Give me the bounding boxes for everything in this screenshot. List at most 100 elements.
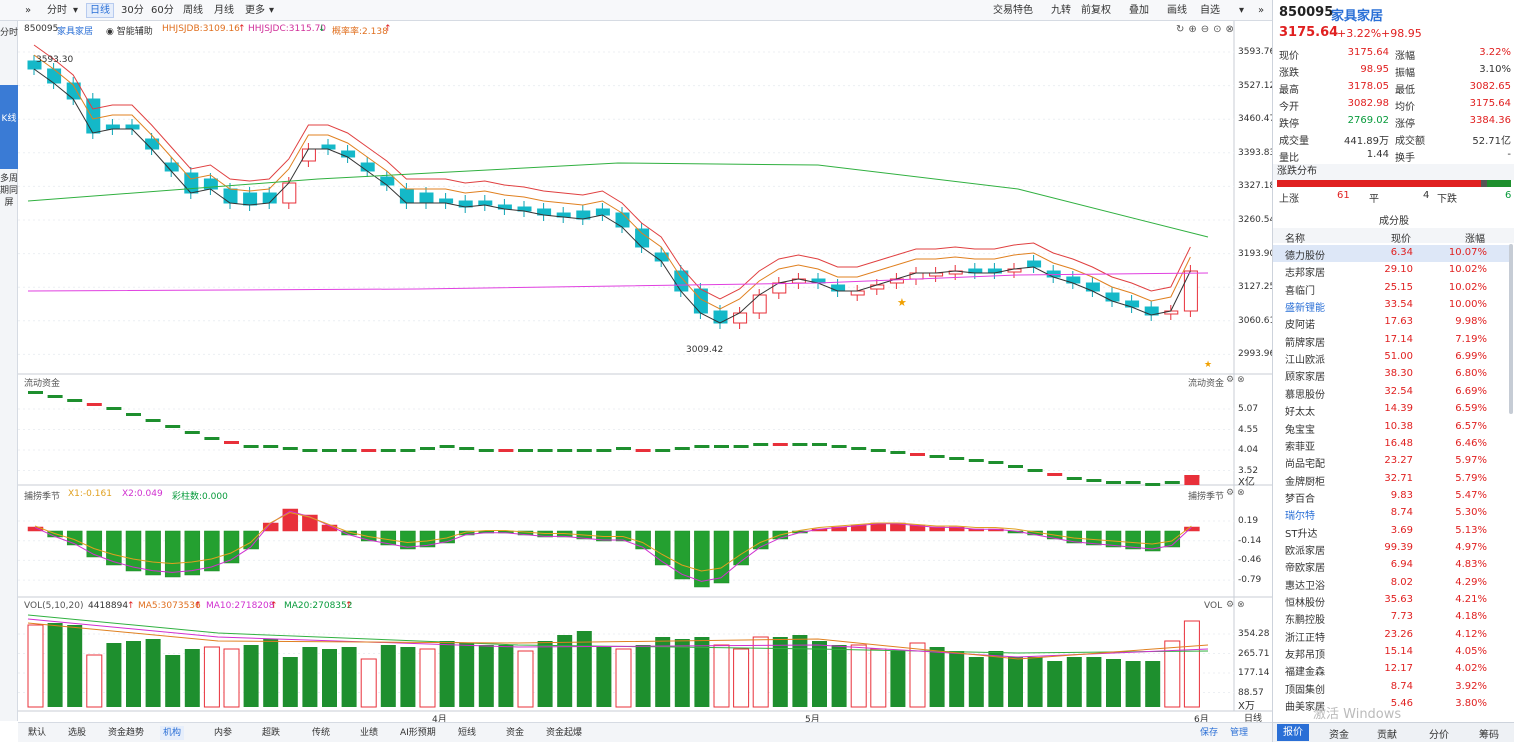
- btn-adjust[interactable]: 前复权: [1081, 5, 1111, 16]
- stock-row[interactable]: 江山欧派 51.00 6.99%: [1273, 349, 1509, 366]
- stock-name[interactable]: 盛新锂能: [1285, 303, 1325, 315]
- flow-settings-icons[interactable]: ⚙⊗: [1226, 375, 1248, 385]
- view-timeshare[interactable]: 分时: [0, 28, 19, 38]
- btn-draw[interactable]: 画线: [1167, 5, 1187, 16]
- col-name[interactable]: 名称: [1285, 234, 1305, 245]
- chart-controls-icons[interactable]: ↻⊕⊖⊙⊗: [1176, 24, 1238, 35]
- stock-name[interactable]: 志邦家居: [1285, 268, 1325, 280]
- more-arrow-icon[interactable]: ▾: [269, 5, 275, 16]
- stock-name[interactable]: 江山欧派: [1285, 355, 1325, 367]
- tab-performance[interactable]: 业绩: [360, 728, 379, 738]
- tab-default[interactable]: 默认: [28, 728, 47, 738]
- stock-row[interactable]: 欧派家居 99.39 4.97%: [1273, 540, 1509, 557]
- stock-name[interactable]: 德力股份: [1285, 251, 1325, 262]
- list-scrollbar[interactable]: [1509, 244, 1513, 414]
- stock-name[interactable]: 瑞尔特: [1285, 511, 1315, 523]
- stock-row[interactable]: 梦百合 9.83 5.47%: [1273, 488, 1509, 505]
- stock-row[interactable]: 喜临门 25.15 10.02%: [1273, 280, 1509, 297]
- stock-name[interactable]: 帝欧家居: [1285, 563, 1325, 575]
- stock-name[interactable]: 喜临门: [1285, 285, 1315, 297]
- stock-row[interactable]: 友邦吊顶 15.14 4.05%: [1273, 644, 1509, 661]
- stock-row[interactable]: 惠达卫浴 8.02 4.29%: [1273, 575, 1509, 592]
- stock-row[interactable]: 曲美家居 5.46 3.80%: [1273, 696, 1509, 713]
- stock-row[interactable]: 福建金森 12.17 4.02%: [1273, 661, 1509, 678]
- stock-name[interactable]: 曲美家居: [1285, 702, 1325, 714]
- dropdown-icon[interactable]: ▾: [1239, 5, 1245, 16]
- stock-name[interactable]: 尚品宅配: [1285, 459, 1325, 471]
- stock-row[interactable]: 索菲亚 16.48 6.46%: [1273, 436, 1509, 453]
- stock-row[interactable]: 箭牌家居 17.14 7.19%: [1273, 332, 1509, 349]
- tab-contribution[interactable]: 贡献: [1377, 730, 1397, 741]
- stock-name[interactable]: 浙江正特: [1285, 632, 1325, 644]
- stock-row[interactable]: 志邦家居 29.10 10.02%: [1273, 262, 1509, 279]
- stock-row[interactable]: 浙江正特 23.26 4.12%: [1273, 627, 1509, 644]
- stock-name[interactable]: 金牌厨柜: [1285, 476, 1325, 488]
- tab-more[interactable]: 更多: [245, 5, 265, 16]
- tab-fund[interactable]: 资金: [1329, 730, 1349, 741]
- col-price[interactable]: 现价: [1391, 234, 1411, 245]
- stock-name[interactable]: 顶固集创: [1285, 684, 1325, 696]
- tab-fund-trend[interactable]: 资金趋势: [108, 728, 145, 738]
- tab-chips[interactable]: 筹码: [1479, 730, 1499, 741]
- manage-button[interactable]: 管理: [1230, 728, 1249, 738]
- stock-name[interactable]: 欧派家居: [1285, 545, 1325, 557]
- stock-row[interactable]: 瑞尔特 8.74 5.30%: [1273, 505, 1509, 522]
- kline-chart-area[interactable]: ★★: [18, 21, 1272, 722]
- stock-name[interactable]: 索菲亚: [1285, 441, 1315, 453]
- stock-row[interactable]: 尚品宅配 23.27 5.97%: [1273, 453, 1509, 470]
- expand-icon[interactable]: »: [1258, 5, 1265, 16]
- tab-internal[interactable]: 内参: [214, 728, 233, 738]
- dropdown-arrow-icon[interactable]: ▾: [73, 5, 79, 16]
- stock-row[interactable]: 恒林股份 35.63 4.21%: [1273, 592, 1509, 609]
- stock-row[interactable]: ST升达 3.69 5.13%: [1273, 523, 1509, 540]
- col-pct[interactable]: 涨幅: [1465, 234, 1485, 245]
- collapse-icon[interactable]: »: [25, 5, 32, 16]
- tab-funds[interactable]: 资金: [506, 728, 525, 738]
- btn-nine[interactable]: 九转: [1051, 5, 1071, 16]
- stock-name[interactable]: 顾家家居: [1285, 372, 1325, 384]
- stock-row[interactable]: 帝欧家居 6.94 4.83%: [1273, 557, 1509, 574]
- stock-row[interactable]: 德力股份 6.34 10.07%: [1273, 245, 1509, 262]
- stock-name[interactable]: 好太太: [1285, 407, 1315, 419]
- btn-watchlist[interactable]: 自选: [1200, 5, 1220, 16]
- tab-monthly[interactable]: 月线: [214, 5, 234, 16]
- view-multi-period[interactable]: 多周期同屏: [0, 174, 19, 208]
- stock-row[interactable]: 好太太 14.39 6.59%: [1273, 401, 1509, 418]
- stock-name[interactable]: 兔宝宝: [1285, 424, 1315, 436]
- stock-row[interactable]: 皮阿诺 17.63 9.98%: [1273, 314, 1509, 331]
- tab-30min[interactable]: 30分: [121, 5, 144, 16]
- tab-timeshare[interactable]: 分时: [47, 5, 67, 16]
- stock-name[interactable]: 慕思股份: [1285, 389, 1325, 401]
- stock-row[interactable]: 东鹏控股 7.73 4.18%: [1273, 609, 1509, 626]
- btn-trade-feature[interactable]: 交易特色: [993, 5, 1033, 16]
- view-kline[interactable]: K线: [0, 85, 18, 169]
- tab-select[interactable]: 选股: [68, 728, 87, 738]
- stock-name[interactable]: 惠达卫浴: [1285, 580, 1325, 592]
- stock-row[interactable]: 顶固集创 8.74 3.92%: [1273, 679, 1509, 696]
- stock-name[interactable]: ST升达: [1285, 528, 1318, 540]
- stock-name[interactable]: 福建金森: [1285, 667, 1325, 679]
- tab-price-dist[interactable]: 分价: [1429, 730, 1449, 741]
- btn-overlay[interactable]: 叠加: [1129, 5, 1149, 16]
- tab-weekly[interactable]: 周线: [183, 5, 203, 16]
- tab-institution[interactable]: 机构: [160, 726, 185, 740]
- stock-name[interactable]: 皮阿诺: [1285, 320, 1315, 332]
- tab-60min[interactable]: 60分: [151, 5, 174, 16]
- tab-daily[interactable]: 日线: [86, 3, 114, 18]
- tab-traditional[interactable]: 传统: [312, 728, 331, 738]
- stock-row[interactable]: 盛新锂能 33.54 10.00%: [1273, 297, 1509, 314]
- vol-settings-icons[interactable]: ⚙⊗: [1226, 600, 1248, 610]
- cycle-settings-icons[interactable]: ⚙⊗: [1226, 488, 1248, 498]
- tab-oversold[interactable]: 超跌: [262, 728, 281, 738]
- stock-row[interactable]: 兔宝宝 10.38 6.57%: [1273, 419, 1509, 436]
- save-button[interactable]: 保存: [1200, 728, 1219, 738]
- tab-quote[interactable]: 报价: [1277, 724, 1309, 741]
- stock-name[interactable]: 箭牌家居: [1285, 337, 1325, 349]
- stock-row[interactable]: 顾家家居 38.30 6.80%: [1273, 366, 1509, 383]
- tab-short[interactable]: 短线: [458, 728, 477, 738]
- stock-name[interactable]: 恒林股份: [1285, 598, 1325, 609]
- stock-name[interactable]: 友邦吊顶: [1285, 650, 1325, 662]
- stock-row[interactable]: 金牌厨柜 32.71 5.79%: [1273, 471, 1509, 488]
- stock-name[interactable]: 东鹏控股: [1285, 615, 1325, 627]
- smart-assist-toggle[interactable]: ◉ 智能辅助: [106, 27, 153, 37]
